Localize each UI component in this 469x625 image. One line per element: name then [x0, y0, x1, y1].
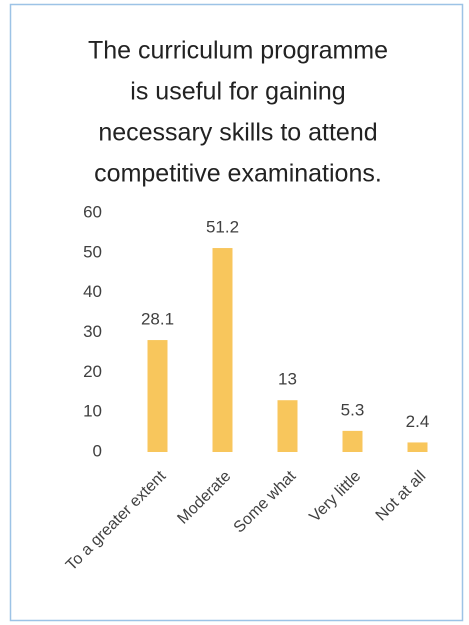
- y-tick-label: 50: [83, 242, 102, 261]
- chart-title: necessary skills to attend: [98, 119, 377, 147]
- value-label: 2.4: [406, 412, 430, 431]
- y-tick-label: 10: [83, 402, 102, 421]
- y-tick-label: 30: [83, 322, 102, 341]
- chart-border: [9, 3, 464, 622]
- chart-title: competitive examinations.: [94, 160, 382, 188]
- bar: [277, 400, 298, 452]
- y-tick-label: 20: [83, 362, 102, 381]
- y-tick-label: 0: [93, 441, 102, 460]
- chart-title: The curriculum programme: [88, 37, 388, 65]
- y-tick-label: 40: [83, 282, 102, 301]
- value-label: 28.1: [141, 310, 174, 329]
- bar: [147, 340, 168, 452]
- bar: [342, 430, 363, 452]
- chart-title: is useful for gaining: [130, 78, 345, 106]
- value-label: 5.3: [341, 400, 365, 419]
- value-label: 13: [278, 370, 297, 389]
- bar: [212, 248, 233, 452]
- bar: [407, 442, 428, 452]
- value-label: 51.2: [206, 218, 239, 237]
- y-tick-label: 60: [83, 202, 102, 221]
